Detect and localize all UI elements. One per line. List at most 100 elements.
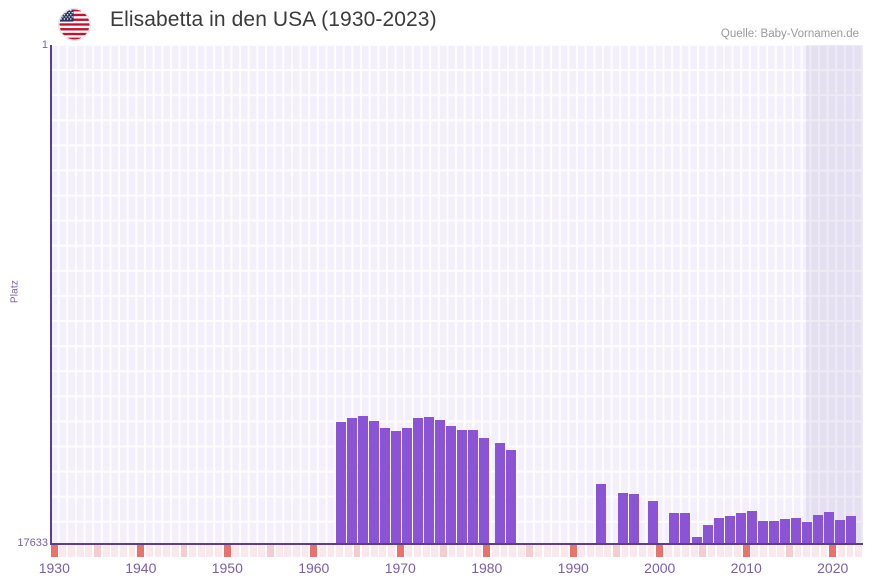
x-tick-1941 [145, 545, 153, 557]
x-tick-2011 [751, 545, 759, 557]
x-tick-1946 [189, 545, 197, 557]
x-tick-1930 [50, 545, 58, 557]
y-axis-line [50, 45, 52, 544]
x-tick-1958 [292, 545, 300, 557]
x-tick-1970 [396, 545, 404, 557]
x-axis-label-1970: 1970 [384, 560, 416, 576]
x-tick-1933 [76, 545, 84, 557]
bar-1964 [336, 422, 346, 544]
x-tick-1964 [344, 545, 352, 557]
bar-2010 [769, 521, 779, 544]
x-tick-2017 [803, 545, 811, 557]
x-tick-1981 [491, 545, 499, 557]
page-title: Elisabetta in den USA (1930-2023) [110, 8, 437, 31]
bar-1973 [435, 420, 445, 544]
bar-2005 [714, 518, 724, 544]
x-tick-1957 [284, 545, 292, 557]
x-axis-labels: 1930 1940 1950 1960 1970 1980 1990 2000 2010 2020 [0, 560, 873, 584]
x-axis-tick-marks [50, 545, 863, 557]
x-tick-1998 [638, 545, 646, 557]
bar-1974 [446, 426, 456, 544]
bar-2000 [648, 501, 658, 544]
bar-1968 [380, 428, 390, 544]
grid-lines [50, 45, 863, 544]
x-tick-1953 [249, 545, 257, 557]
bar-1965 [347, 418, 357, 544]
x-tick-1994 [604, 545, 612, 557]
x-tick-1951 [232, 545, 240, 557]
x-tick-1985 [526, 545, 534, 557]
x-tick-2016 [794, 545, 802, 557]
x-tick-1935 [94, 545, 101, 557]
chart-header: Elisabetta in den USA (1930-2023) Quelle… [0, 0, 873, 45]
x-tick-2023 [855, 545, 862, 557]
bar-2013 [802, 522, 812, 544]
bar-1997 [596, 484, 606, 544]
y-axis-top-label: 1 [41, 39, 48, 51]
x-axis-label-2020: 2020 [817, 560, 849, 576]
x-tick-1977 [457, 545, 465, 557]
x-tick-1978 [465, 545, 473, 557]
x-tick-1936 [102, 545, 110, 557]
bar-2012 [791, 518, 801, 544]
x-tick-1938 [119, 545, 127, 557]
x-tick-1942 [154, 545, 162, 557]
x-tick-1949 [215, 545, 222, 557]
x-axis-label-1990: 1990 [557, 560, 589, 576]
x-tick-2015 [785, 545, 793, 557]
x-tick-1990 [569, 545, 577, 557]
x-tick-1999 [647, 545, 655, 557]
x-tick-1959 [301, 545, 309, 557]
x-tick-2021 [837, 545, 845, 557]
bar-2001 [669, 513, 679, 544]
x-tick-2009 [734, 545, 741, 557]
x-tick-1950 [223, 545, 231, 557]
x-tick-1984 [517, 545, 525, 557]
bar-2008 [747, 511, 757, 544]
x-tick-2012 [760, 545, 767, 557]
x-axis-label-1980: 1980 [471, 560, 503, 576]
x-tick-2019 [820, 545, 828, 557]
bar-2017 [846, 516, 856, 544]
x-tick-1988 [552, 545, 560, 557]
bar-2006 [725, 516, 735, 544]
x-tick-1960 [310, 545, 318, 557]
x-tick-1932 [68, 545, 75, 557]
x-tick-1955 [267, 545, 274, 557]
x-tick-1993 [595, 545, 603, 557]
x-tick-1983 [509, 545, 517, 557]
x-tick-1968 [379, 545, 387, 557]
bar-2016 [835, 520, 845, 544]
x-tick-1962 [327, 545, 335, 557]
x-tick-1965 [353, 545, 361, 557]
bar-1985 [506, 450, 516, 544]
bar-1970 [402, 428, 412, 544]
x-tick-1991 [578, 545, 586, 557]
bar-2014 [813, 515, 823, 544]
x-tick-2008 [725, 545, 733, 557]
x-tick-1973 [422, 545, 430, 557]
x-tick-1939 [128, 545, 136, 557]
bar-1966 [358, 416, 368, 544]
x-tick-2010 [742, 545, 750, 557]
x-tick-2014 [777, 545, 785, 557]
x-axis-label-1950: 1950 [211, 560, 243, 576]
projection-band [806, 45, 863, 544]
x-tick-1969 [388, 545, 395, 557]
x-tick-1974 [431, 545, 439, 557]
x-tick-1952 [241, 545, 248, 557]
bar-1984 [495, 443, 505, 544]
x-tick-1972 [414, 545, 421, 557]
y-axis-bottom-label: 17633 [17, 537, 48, 549]
x-tick-1997 [630, 545, 638, 557]
x-tick-1945 [180, 545, 188, 557]
bar-1998 [618, 493, 628, 544]
bar-2003 [692, 537, 702, 544]
bar-1975 [457, 430, 467, 544]
x-tick-1966 [362, 545, 369, 557]
x-tick-1989 [561, 545, 568, 557]
x-tick-1931 [59, 545, 67, 557]
source-attribution: Quelle: Baby-Vornamen.de [720, 28, 859, 40]
x-tick-1948 [206, 545, 214, 557]
